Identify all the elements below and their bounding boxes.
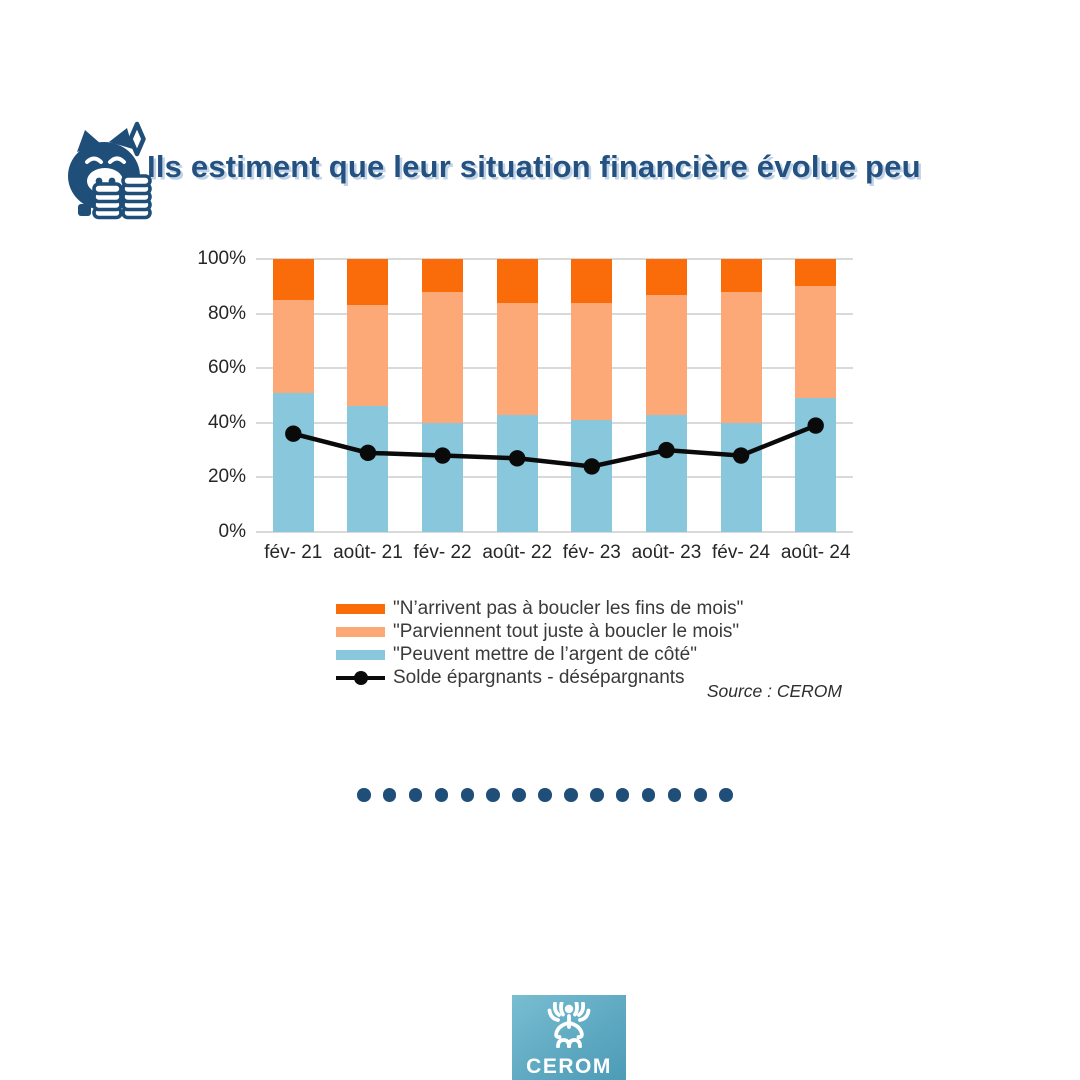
y-tick-label: 20% xyxy=(207,466,246,488)
gridline xyxy=(256,367,853,370)
cerom-tiki-icon xyxy=(542,1001,596,1053)
bar-segment xyxy=(422,422,464,532)
gridline xyxy=(256,312,853,315)
y-tick-label: 60% xyxy=(207,357,246,379)
bar-segment xyxy=(720,422,762,532)
bar-segment xyxy=(422,291,464,423)
line-point xyxy=(508,450,526,467)
bar-segment xyxy=(645,294,687,415)
bar-column xyxy=(347,259,389,532)
page-title: Ils estiment que leur situation financiè… xyxy=(147,149,921,184)
dots-divider xyxy=(357,788,733,802)
divider-dot xyxy=(460,788,475,802)
y-axis: 0% 20% 40% 60% 80% 100% xyxy=(150,248,246,542)
bar-column xyxy=(272,259,314,532)
divider-dot xyxy=(693,788,708,802)
gridline xyxy=(256,258,853,260)
legend-label: "Parviennent tout juste à boucler le moi… xyxy=(393,620,740,642)
y-tick-label: 80% xyxy=(207,302,246,324)
x-tick-label: août- 23 xyxy=(631,542,702,563)
cerom-logo-text: CEROM xyxy=(526,1055,612,1078)
bar-segment xyxy=(795,259,837,287)
line-point xyxy=(658,441,675,459)
divider-dot xyxy=(590,788,604,802)
y-tick-label: 100% xyxy=(197,248,246,269)
divider-dot xyxy=(719,788,733,802)
bar-segment xyxy=(496,302,538,415)
divider-dot xyxy=(538,788,552,802)
bar-segment xyxy=(496,259,538,303)
bar-segment xyxy=(272,299,314,393)
divider-dot xyxy=(512,788,526,802)
legend-item: "Parviennent tout juste à boucler le moi… xyxy=(336,620,743,643)
line-point xyxy=(583,458,601,475)
divider-dot xyxy=(641,788,656,802)
bar-segment xyxy=(347,305,389,407)
divider-dot xyxy=(357,788,371,802)
bar-segment xyxy=(571,420,613,532)
gridline xyxy=(256,476,853,479)
plot-area xyxy=(256,258,853,533)
gridline xyxy=(256,531,853,533)
piggy-bank-coins-icon xyxy=(64,116,154,220)
legend-label: "N’arrivent pas à boucler les fins de mo… xyxy=(393,597,744,619)
bar-segment xyxy=(645,414,687,532)
divider-dot xyxy=(667,788,682,802)
x-tick-label: fév- 22 xyxy=(413,542,472,563)
chart-legend: "N’arrivent pas à boucler les fins de mo… xyxy=(336,597,743,689)
legend-item: "Peuvent mettre de l’argent de côté" xyxy=(336,643,743,666)
line-point xyxy=(359,444,377,462)
cerom-logo: CEROM xyxy=(512,995,626,1080)
legend-label: "Peuvent mettre de l’argent de côté" xyxy=(393,643,697,665)
line-series-solde xyxy=(285,417,824,475)
bar-segment xyxy=(422,259,464,292)
x-tick-label: fév- 21 xyxy=(264,542,323,563)
bar-column xyxy=(795,259,837,532)
bar-segment xyxy=(496,414,538,532)
legend-label: Solde épargnants - désépargnants xyxy=(393,666,685,688)
bar-segment xyxy=(571,259,613,303)
gridline xyxy=(256,421,853,424)
legend-item: "N’arrivent pas à boucler les fins de mo… xyxy=(336,597,743,620)
divider-dot xyxy=(408,788,423,802)
x-tick-label: août- 21 xyxy=(333,542,403,563)
bar-segment xyxy=(272,392,314,532)
bar-segment xyxy=(347,406,389,532)
bar-segment xyxy=(272,259,314,300)
bar-segment xyxy=(720,259,762,292)
legend-swatch xyxy=(336,603,385,614)
x-tick-label: fév- 23 xyxy=(562,542,621,563)
divider-dot xyxy=(434,788,449,802)
legend-item: Solde épargnants - désépargnants xyxy=(336,666,743,689)
divider-dot xyxy=(382,788,397,802)
line-point xyxy=(732,447,750,464)
line-point xyxy=(434,447,451,464)
divider-dot xyxy=(615,788,630,802)
y-tick-label: 0% xyxy=(218,521,246,542)
line-point xyxy=(285,425,302,442)
source-note: Source : CEROM xyxy=(706,681,842,701)
x-tick-label: fév- 24 xyxy=(712,542,771,563)
bar-column xyxy=(571,259,613,532)
legend-swatch xyxy=(336,649,385,660)
bar-column xyxy=(422,259,464,532)
y-tick-label: 40% xyxy=(207,411,246,433)
x-axis-labels: fév- 21 août- 21 fév- 22 août- 22 fév- 23 aoû… xyxy=(256,542,853,568)
bar-segment xyxy=(571,302,613,421)
divider-dot xyxy=(486,788,500,802)
line-point xyxy=(807,417,824,434)
bar-segment xyxy=(645,259,687,295)
bar-segment xyxy=(347,259,389,306)
divider-dot xyxy=(564,788,578,802)
bar-column xyxy=(720,259,762,532)
bar-column xyxy=(496,259,538,532)
bar-segment xyxy=(795,286,837,399)
x-tick-label: août- 22 xyxy=(482,542,553,563)
legend-line-marker xyxy=(336,670,385,685)
x-tick-label: août- 24 xyxy=(780,542,851,563)
bar-segment xyxy=(720,291,762,423)
bar-column xyxy=(645,259,687,532)
legend-swatch xyxy=(336,626,385,637)
